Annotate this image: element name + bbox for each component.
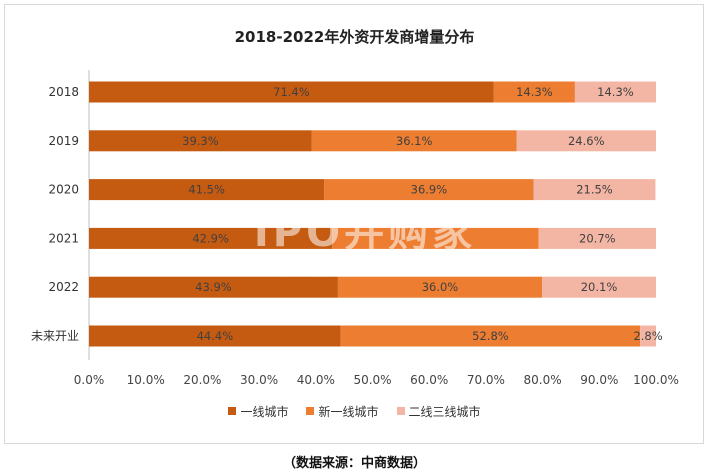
x-tick-label: 50.0%: [353, 373, 391, 387]
bar-segment: [538, 227, 656, 249]
data-label: 21.5%: [576, 183, 613, 197]
bar-chart: 2018 71.4% 14.3% 14.3% 2019 39.3% 36.1% 24.6% 20…: [31, 70, 679, 387]
data-label: 39.3%: [182, 134, 219, 148]
y-tick-label: 2021: [48, 231, 79, 245]
legend-item-tier2-3: 二线三线城市: [396, 402, 481, 420]
data-label: 2.8%: [633, 329, 662, 343]
data-label: 71.4%: [273, 85, 310, 99]
x-tick-label: 0.0%: [74, 373, 105, 387]
legend-swatch: [228, 407, 237, 415]
y-tick-label: 未来开业: [31, 329, 79, 343]
data-label: 14.3%: [597, 85, 634, 99]
y-tick-label: 2019: [48, 134, 79, 148]
legend-label: 新一线城市: [318, 404, 379, 419]
data-source-note: （数据来源：中商数据）: [282, 456, 426, 471]
bar-segment: [493, 81, 575, 103]
data-label: 36.0%: [422, 280, 459, 294]
data-label: 41.5%: [188, 183, 225, 197]
x-tick-label: 20.0%: [183, 373, 221, 387]
legend-label: 二线三线城市: [408, 404, 481, 419]
bar-segment: [533, 179, 656, 201]
y-tick-label: 2022: [48, 280, 79, 294]
bar-segment: [89, 276, 338, 298]
legend-swatch: [306, 407, 315, 415]
chart-frame: [4, 4, 704, 444]
x-tick-label: 40.0%: [297, 373, 335, 387]
x-tick-label: 30.0%: [240, 373, 278, 387]
bar-segment: [89, 179, 325, 201]
bar-segment: [324, 179, 534, 201]
bar-segment: [516, 130, 656, 152]
data-label: 14.3%: [516, 85, 553, 99]
data-label: 36.1%: [396, 134, 433, 148]
y-tick-label: 2020: [48, 183, 79, 197]
bar-segment: [542, 276, 656, 298]
bar-segment: [337, 276, 543, 298]
data-label: 20.7%: [579, 231, 616, 245]
data-label: 44.4%: [197, 329, 234, 343]
data-label: 43.9%: [195, 280, 232, 294]
chart-legend: 一线城市 新一线城市 二线三线城市: [0, 402, 709, 420]
bar-segment: [311, 130, 517, 152]
bar-segment: [332, 227, 539, 249]
data-label: 52.8%: [472, 329, 509, 343]
x-tick-label: 70.0%: [467, 373, 505, 387]
bar-segment: [640, 325, 656, 347]
x-tick-label: 90.0%: [580, 373, 618, 387]
legend-item-tier1: 一线城市: [228, 402, 288, 420]
x-tick-label: 80.0%: [524, 373, 562, 387]
legend-label: 一线城市: [240, 404, 289, 419]
bar-segment: [89, 227, 333, 249]
bar-segment: [340, 325, 641, 347]
bar-segment: [574, 81, 656, 103]
x-tick-label: 100.0%: [633, 373, 679, 387]
data-label: 20.1%: [581, 280, 618, 294]
chart-title: 2018-2022年外资开发商增量分布: [234, 28, 475, 46]
bar-segment: [89, 130, 312, 152]
bar-segment: [89, 325, 341, 347]
x-tick-label: 60.0%: [410, 373, 448, 387]
legend-item-new-tier1: 新一线城市: [306, 402, 379, 420]
data-label: 36.9%: [411, 183, 448, 197]
y-tick-label: 2018: [48, 85, 79, 99]
x-tick-label: 10.0%: [127, 373, 165, 387]
legend-swatch: [396, 407, 405, 415]
bar-segment: [89, 81, 494, 103]
data-label: 24.6%: [568, 134, 605, 148]
data-label: 42.9%: [192, 231, 229, 245]
